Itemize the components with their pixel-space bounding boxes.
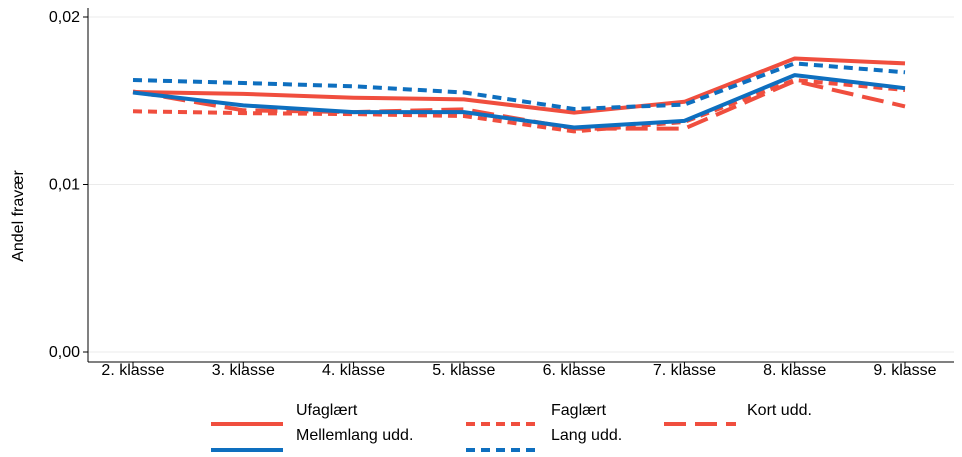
x-tick-label: 9. klasse	[873, 362, 936, 379]
legend-label-ufaglært: Ufaglært	[296, 402, 358, 419]
x-tick-label: 7. klasse	[653, 362, 716, 379]
tick-labels: 0,00 0,01 0,02 2. klasse 3. klasse 4. klasse 5…	[49, 9, 937, 379]
legend: Ufaglært Faglært Kort udd. Mellemlang udd. L…	[211, 402, 812, 452]
x-tick-label: 5. klasse	[432, 362, 495, 379]
series-line-ufaglært	[132, 56, 906, 115]
x-tick-label: 4. klasse	[322, 362, 385, 379]
y-tick-label: 0,00	[49, 344, 80, 361]
y-tick-label: 0,02	[49, 9, 80, 26]
legend-label-kort-udd: Kort udd.	[747, 402, 812, 419]
legend-label-faglært: Faglært	[551, 402, 607, 419]
series-line-mellemlang-udd	[132, 73, 906, 130]
series-line-lang-udd	[132, 61, 906, 111]
axes	[83, 8, 954, 367]
y-tick-label: 0,01	[49, 177, 80, 194]
legend-label-mellemlang-udd: Mellemlang udd.	[296, 427, 413, 444]
legend-label-lang-udd: Lang udd.	[551, 427, 622, 444]
x-tick-label: 8. klasse	[763, 362, 826, 379]
x-tick-label: 3. klasse	[212, 362, 275, 379]
series-lines	[132, 56, 906, 134]
x-tick-label: 2. klasse	[101, 362, 164, 379]
y-axis-label: Andel fravær	[10, 170, 27, 262]
gridlines	[88, 16, 954, 353]
x-tick-label: 6. klasse	[543, 362, 606, 379]
